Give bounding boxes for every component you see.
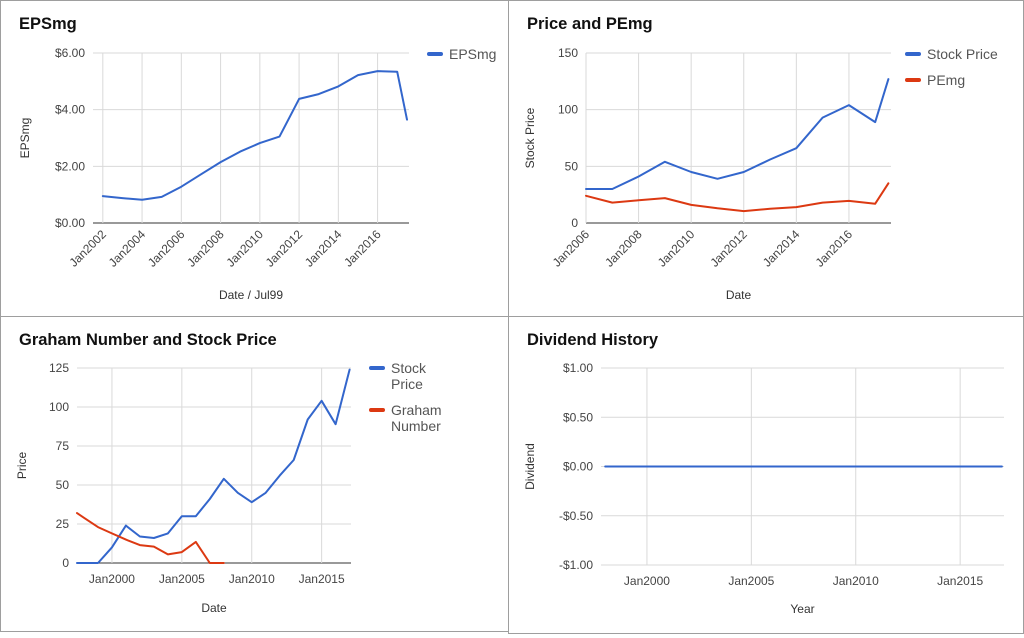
legend-label: Stock Price (927, 46, 998, 62)
dividend-chart: $1.00 $0.50 $0.00 -$0.50 -$1.00 Jan2000 Jan200… (523, 361, 1004, 616)
series-line (585, 182, 890, 213)
legend-label: Graham Number (391, 402, 442, 434)
chart-title: Dividend History (527, 331, 659, 349)
eps-chart-panel: EPSmg $0.00 $2.00 $4.00 $6.00 Jan2002 Jan2004… (0, 0, 510, 318)
graham-chart-panel: Graham Number and Stock Price 0 25 50 75 100… (0, 316, 510, 632)
price-pe-chart-panel: Price and PEmg 0 50 100 150 Jan2006 Jan2008 Ja… (508, 0, 1024, 318)
y-tick-label: $0.50 (563, 410, 593, 424)
chart-title: EPSmg (19, 15, 77, 33)
x-tick-label: Jan2010 (229, 572, 275, 586)
legend-label: Stock Price (391, 360, 427, 392)
x-tick-label: Jan2012 (263, 227, 306, 270)
dividend-chart-panel: Dividend History $1.00 $0.50 $0.00 -$0.50 -$… (508, 316, 1024, 634)
y-tick-label: 0 (571, 216, 578, 230)
chart-title: Graham Number and Stock Price (19, 331, 277, 349)
y-tick-label: 100 (49, 400, 69, 414)
x-tick-label: Jan2010 (655, 227, 698, 270)
legend-label: PEmg (927, 72, 965, 88)
x-tick-label: Jan2006 (145, 227, 188, 270)
y-tick-label: $0.00 (55, 216, 85, 230)
y-tick-label: $6.00 (55, 46, 85, 60)
x-tick-label: Jan2014 (760, 227, 803, 270)
x-tick-label: Jan2004 (106, 227, 149, 270)
graham-chart: 0 25 50 75 100 125 Jan2000 Jan2005 Jan2010 Jan201… (15, 360, 442, 615)
legend-label-line: Stock (391, 360, 427, 376)
y-tick-label: 25 (56, 517, 70, 531)
series-line (585, 78, 890, 190)
x-axis-title: Date / Jul99 (219, 288, 283, 302)
x-tick-label: Jan2005 (159, 572, 205, 586)
y-tick-label: $1.00 (563, 361, 593, 375)
y-tick-label: -$0.50 (559, 509, 593, 523)
y-tick-label: 100 (558, 103, 578, 117)
x-tick-label: Jan2015 (299, 572, 345, 586)
x-axis-title: Year (790, 602, 814, 616)
x-tick-label: Jan2015 (937, 574, 983, 588)
legend-label-line: Graham (391, 402, 442, 418)
x-tick-label: Jan2016 (813, 227, 856, 270)
x-tick-label: Jan2002 (66, 227, 109, 270)
x-tick-label: Jan2016 (341, 227, 384, 270)
legend-label: EPSmg (449, 46, 496, 62)
legend-label-line: Price (391, 376, 423, 392)
y-tick-label: -$1.00 (559, 558, 593, 572)
series-line (76, 512, 225, 564)
x-tick-label: Jan2012 (707, 227, 750, 270)
y-tick-label: 125 (49, 361, 69, 375)
y-axis-title: Price (15, 452, 29, 480)
x-axis-title: Date (201, 601, 227, 615)
x-tick-label: Jan2000 (624, 574, 670, 588)
x-axis-title: Date (726, 288, 752, 302)
y-tick-label: $0.00 (563, 460, 593, 474)
x-tick-label: Jan2008 (184, 227, 227, 270)
legend-label-line: Number (391, 418, 441, 434)
x-tick-label: Jan2008 (602, 227, 645, 270)
series-line (101, 70, 408, 201)
x-tick-label: Jan2010 (223, 227, 266, 270)
x-tick-label: Jan2010 (833, 574, 879, 588)
eps-chart: $0.00$2.00$4.00$6.00Jan2002Jan2004Jan200… (18, 46, 496, 302)
chart-title: Price and PEmg (527, 15, 653, 33)
y-tick-label: 75 (56, 439, 70, 453)
y-tick-label: 50 (565, 159, 579, 173)
y-tick-label: 50 (56, 478, 70, 492)
series-line (76, 368, 351, 564)
y-axis-title: Dividend (523, 443, 537, 490)
y-tick-label: $4.00 (55, 103, 85, 117)
y-axis-title: EPSmg (18, 118, 32, 159)
x-tick-label: Jan2014 (302, 227, 345, 270)
y-tick-label: $2.00 (55, 159, 85, 173)
y-tick-label: 150 (558, 46, 578, 60)
x-tick-label: Jan2006 (550, 227, 593, 270)
x-tick-label: Jan2005 (728, 574, 774, 588)
y-tick-label: 0 (62, 556, 69, 570)
x-tick-label: Jan2000 (89, 572, 135, 586)
y-axis-title: Stock Price (523, 107, 537, 168)
